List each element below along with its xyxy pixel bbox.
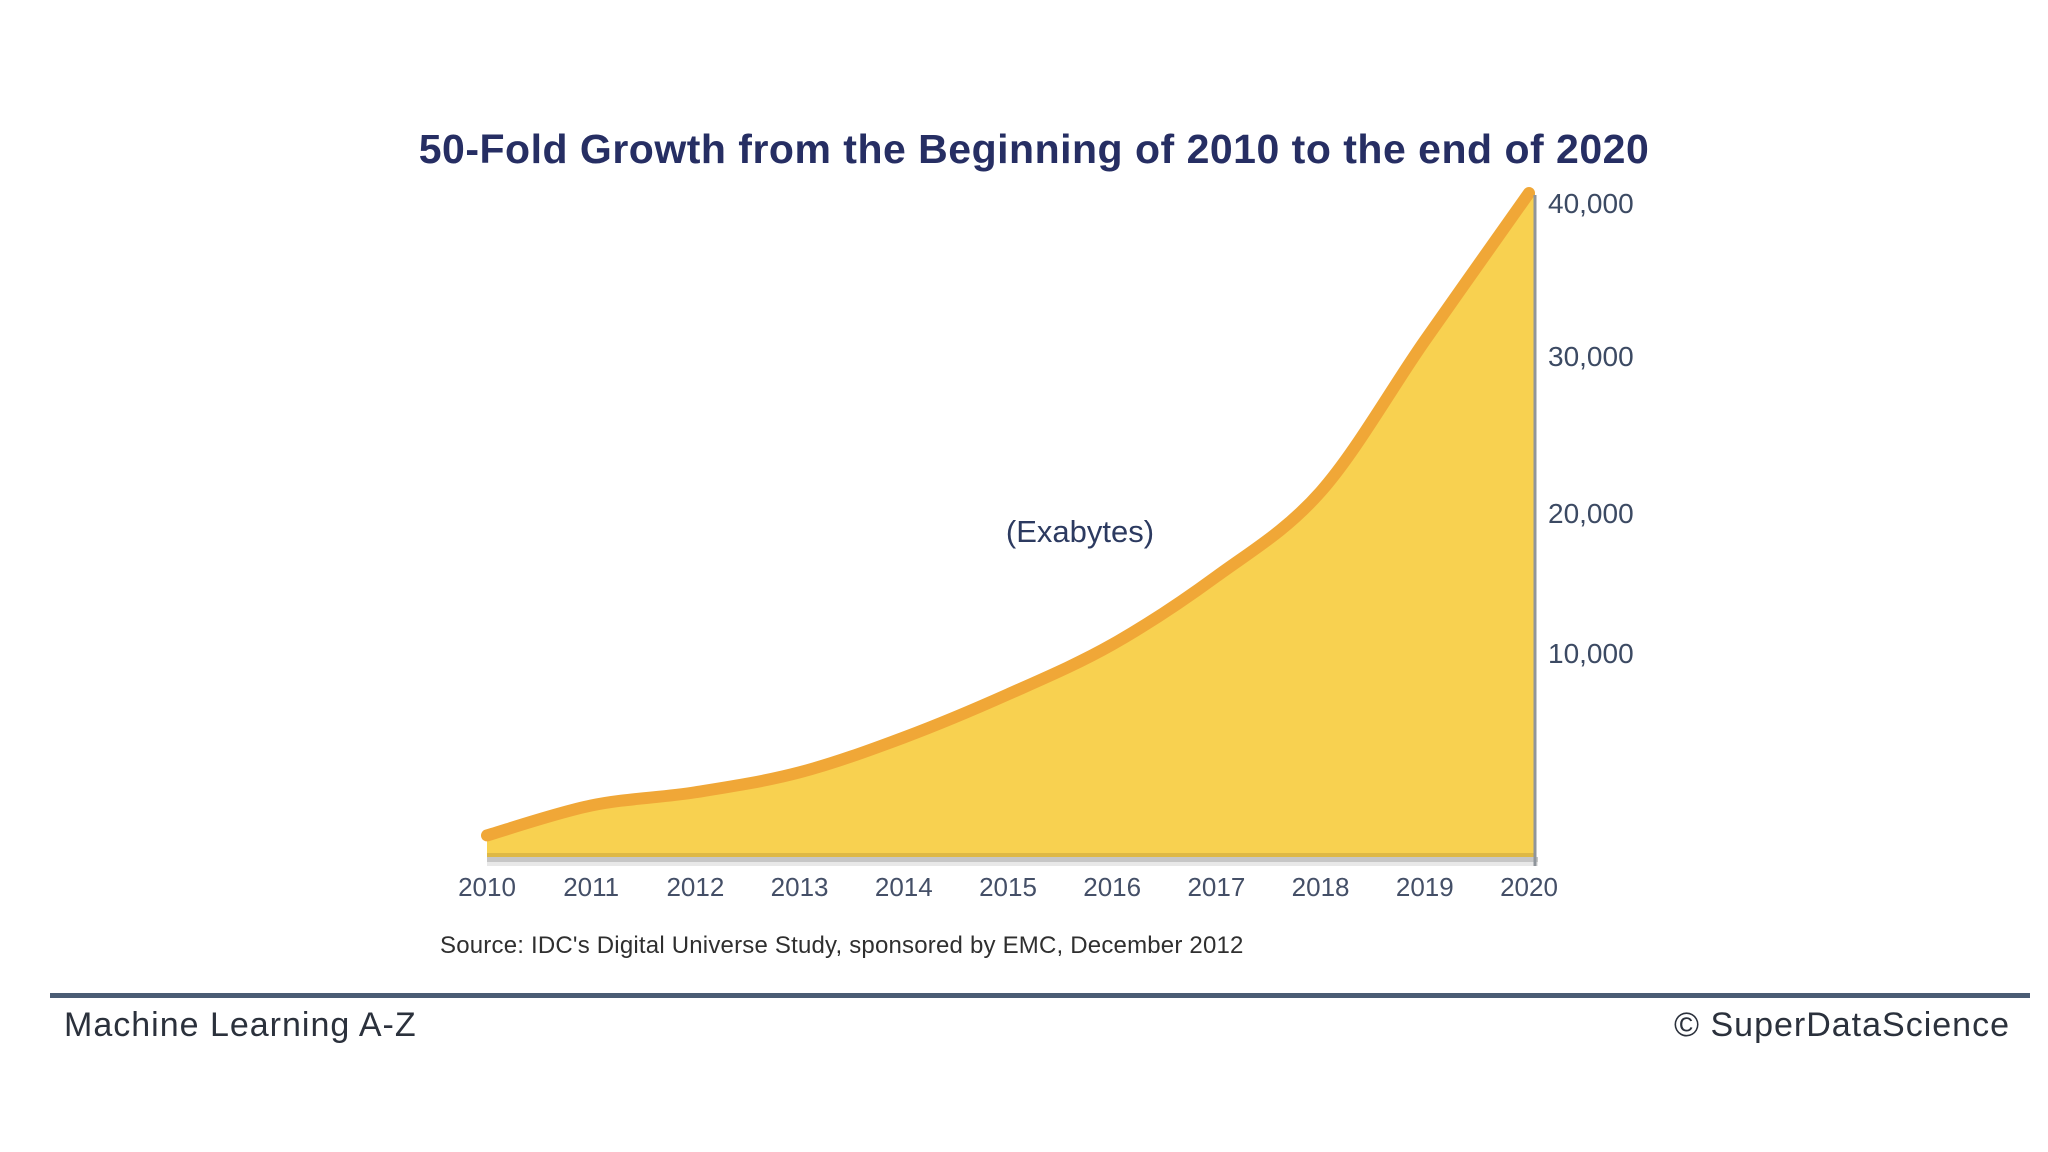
unit-label-exabytes: (Exabytes): [1005, 514, 1155, 549]
baseline-shadow-light: [487, 862, 1538, 866]
x-axis-tick-label: 2018: [1291, 872, 1350, 902]
x-axis-tick-label: 2012: [666, 872, 725, 902]
area-fill-shape: [487, 193, 1535, 857]
footer-course-title: Machine Learning A-Z: [64, 1006, 417, 1044]
x-axis-tick-label: 2020: [1500, 872, 1558, 902]
chart-title: 50-Fold Growth from the Beginning of 201…: [418, 126, 1650, 172]
x-axis-tick-label: 2019: [1395, 872, 1454, 902]
x-axis-tick-label: 2010: [458, 872, 516, 902]
y-axis-tick-label: 10,000: [1548, 638, 1634, 669]
y-axis-tick-label: 30,000: [1548, 341, 1634, 372]
y-axis-tick-label: 40,000: [1548, 188, 1634, 219]
x-axis-tick-label: 2015: [979, 872, 1037, 902]
x-axis-tick-label: 2011: [563, 872, 620, 902]
x-axis-tick-label: 2016: [1083, 872, 1142, 902]
growth-curve-stroke: [481, 187, 1535, 842]
baseline-shadow-dark: [487, 857, 1538, 862]
y-axis-tick-label: 20,000: [1548, 498, 1634, 529]
right-axis-line: [1533, 195, 1537, 866]
footer-divider-rule: [50, 993, 2030, 998]
footer-copyright: © SuperDataScience: [1673, 1006, 2010, 1044]
x-axis-tick-label: 2014: [874, 872, 933, 902]
source-note: Source: IDC's Digital Universe Study, sp…: [440, 932, 1244, 959]
x-axis-tick-label: 2013: [770, 872, 829, 902]
area-bottom-edge: [487, 853, 1535, 857]
x-axis-tick-label: 2017: [1187, 872, 1246, 902]
